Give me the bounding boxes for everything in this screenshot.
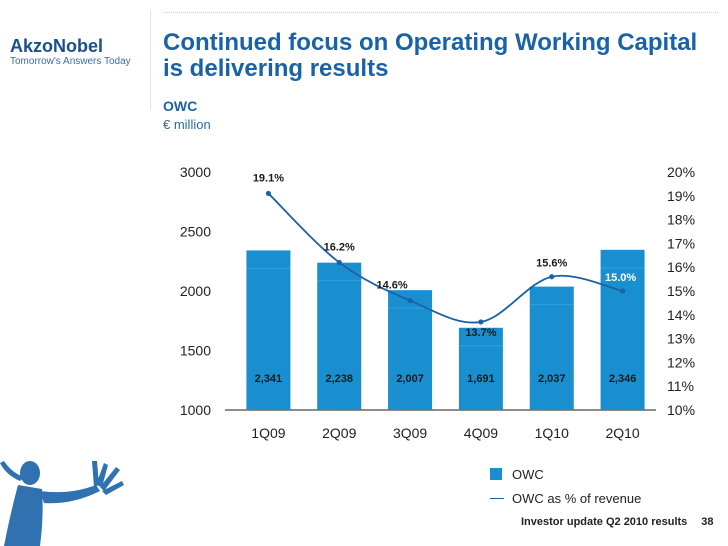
line-value-label: 15.0%	[605, 272, 636, 284]
y-right-tick-label: 11%	[667, 378, 694, 394]
bar-value-label: 2,341	[255, 373, 283, 385]
y-left-tick-label: 2000	[180, 283, 211, 299]
chart-legend: OWC OWC as % of revenue	[490, 462, 641, 510]
x-tick-label: 1Q10	[535, 425, 569, 441]
legend-swatch-owc	[490, 468, 502, 480]
bar-owc	[246, 250, 291, 410]
x-tick-label: 4Q09	[464, 425, 498, 441]
y-left-tick-label: 3000	[180, 164, 211, 180]
line-point-owc-pct	[549, 274, 555, 280]
y-right-tick-label: 15%	[667, 283, 695, 299]
line-point-owc-pct	[336, 259, 342, 266]
legend-item-owc: OWC	[490, 462, 641, 486]
legend-label-owc: OWC	[512, 466, 544, 482]
bar-value-label: 2,238	[325, 373, 353, 385]
y-right-tick-label: 16%	[667, 259, 695, 275]
x-tick-label: 2Q09	[322, 425, 356, 441]
y-left-tick-label: 1000	[180, 402, 211, 418]
y-left-tick-label: 1500	[180, 343, 211, 359]
bar-value-label: 1,691	[467, 373, 495, 385]
y-right-tick-label: 20%	[667, 164, 695, 180]
line-point-owc-pct	[407, 297, 413, 304]
line-owc-pct	[267, 192, 623, 324]
page-number: 38	[701, 516, 714, 528]
line-value-label: 15.6%	[536, 258, 567, 270]
bar-value-label: 2,037	[538, 373, 566, 385]
y-right-tick-label: 12%	[667, 354, 695, 370]
y-right-tick-label: 13%	[667, 331, 695, 347]
bar-owc	[317, 262, 362, 410]
footer-text: Investor update Q2 2010 results	[521, 516, 688, 528]
y-right-tick-label: 18%	[667, 212, 695, 228]
chart-unit: € million	[163, 117, 211, 132]
bar-owc	[458, 327, 503, 410]
bar-owc	[529, 286, 574, 410]
line-point-owc-pct	[265, 190, 272, 197]
footer: Investor update Q2 2010 results 38	[521, 516, 714, 528]
legend-label-owc-pct: OWC as % of revenue	[512, 490, 642, 506]
brand-figure-illustration	[0, 461, 124, 546]
bar-owc	[388, 290, 433, 410]
line-point-owc-pct	[478, 319, 484, 325]
legend-line-owc-pct	[490, 497, 504, 499]
brand-logo: AkzoNobel	[10, 36, 104, 56]
y-right-tick-label: 10%	[667, 402, 695, 418]
brand-tagline: Tomorrow's Answers Today	[10, 56, 131, 67]
line-value-label: 14.6%	[376, 280, 407, 292]
y-right-tick-label: 19%	[667, 188, 695, 204]
line-point-owc-pct	[619, 288, 626, 294]
bar-value-label: 2,346	[609, 373, 637, 385]
line-value-label: 13.7%	[465, 327, 496, 339]
y-left-tick-label: 2500	[180, 224, 211, 240]
header-rule	[163, 12, 718, 13]
x-tick-label: 2Q10	[605, 425, 639, 441]
x-tick-label: 1Q09	[251, 425, 285, 441]
header-divider	[150, 10, 151, 110]
legend-item-owc-pct: OWC as % of revenue	[490, 486, 641, 510]
slide-title: Continued focus on Operating Working Cap…	[163, 29, 698, 82]
y-right-tick-label: 17%	[667, 235, 695, 251]
line-value-label: 19.1%	[253, 172, 284, 184]
x-tick-label: 3Q09	[393, 425, 427, 441]
chart-subtitle: OWC	[163, 98, 198, 114]
bar-value-label: 2,007	[396, 373, 424, 385]
bar-owc	[600, 249, 645, 410]
y-right-tick-label: 14%	[667, 307, 695, 323]
line-value-label: 16.2%	[324, 241, 355, 253]
